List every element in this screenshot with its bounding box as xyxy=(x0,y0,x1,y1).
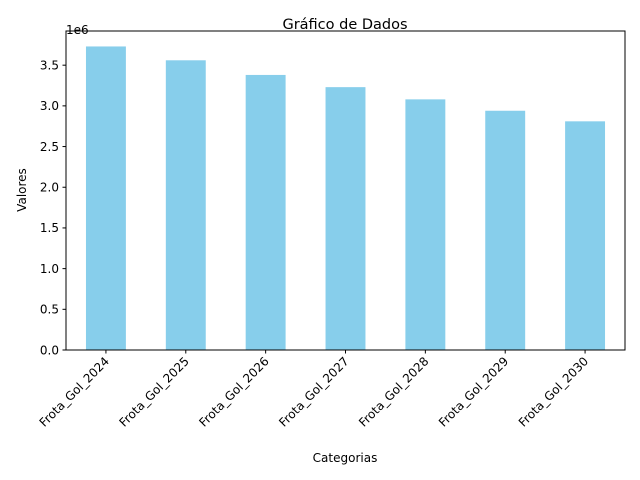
x-axis-ticks: Frota_Gol_2024 Frota_Gol_2025 Frota_Gol_20… xyxy=(37,350,591,430)
x-tick-label: Frota_Gol_2029 xyxy=(436,354,511,429)
x-tick-label: Frota_Gol_2025 xyxy=(117,354,192,429)
bar-Frota_Gol_2024 xyxy=(85,46,126,351)
y-tick-label: 1.0 xyxy=(40,262,59,276)
bar-Frota_Gol_2028 xyxy=(405,99,446,350)
plot-frame xyxy=(65,30,626,351)
y-tick-label: 1.5 xyxy=(40,221,59,235)
y-tick-label: 2.0 xyxy=(40,181,59,195)
y-tick-label: 3.0 xyxy=(40,99,59,113)
x-axis-label: Categorias xyxy=(313,451,378,465)
y-tick-label: 0.5 xyxy=(40,303,59,317)
x-tick-label: Frota_Gol_2026 xyxy=(196,354,271,429)
y-tick-label: 0.0 xyxy=(40,343,59,357)
x-tick-label: Frota_Gol_2027 xyxy=(276,354,351,429)
x-tick-label: Frota_Gol_2030 xyxy=(516,354,591,429)
bar-Frota_Gol_2027 xyxy=(325,87,366,350)
y-axis-label: Valores xyxy=(15,168,29,212)
bar-Frota_Gol_2025 xyxy=(165,60,206,350)
y-offset-label: 1e6 xyxy=(66,23,89,37)
y-axis-ticks: 0.0 0.5 1.0 1.5 2.0 2.5 3.0 3.5 xyxy=(40,58,66,357)
bar-Frota_Gol_2030 xyxy=(565,121,606,351)
bars-group xyxy=(85,46,606,351)
y-tick-label: 2.5 xyxy=(40,140,59,154)
bar-Frota_Gol_2026 xyxy=(245,74,286,350)
y-tick-label: 3.5 xyxy=(40,58,59,72)
x-tick-label: Frota_Gol_2028 xyxy=(356,354,431,429)
x-tick-label: Frota_Gol_2024 xyxy=(37,354,112,429)
chart-title: Gráfico de Dados xyxy=(282,17,407,33)
bar-Frota_Gol_2029 xyxy=(485,110,526,350)
